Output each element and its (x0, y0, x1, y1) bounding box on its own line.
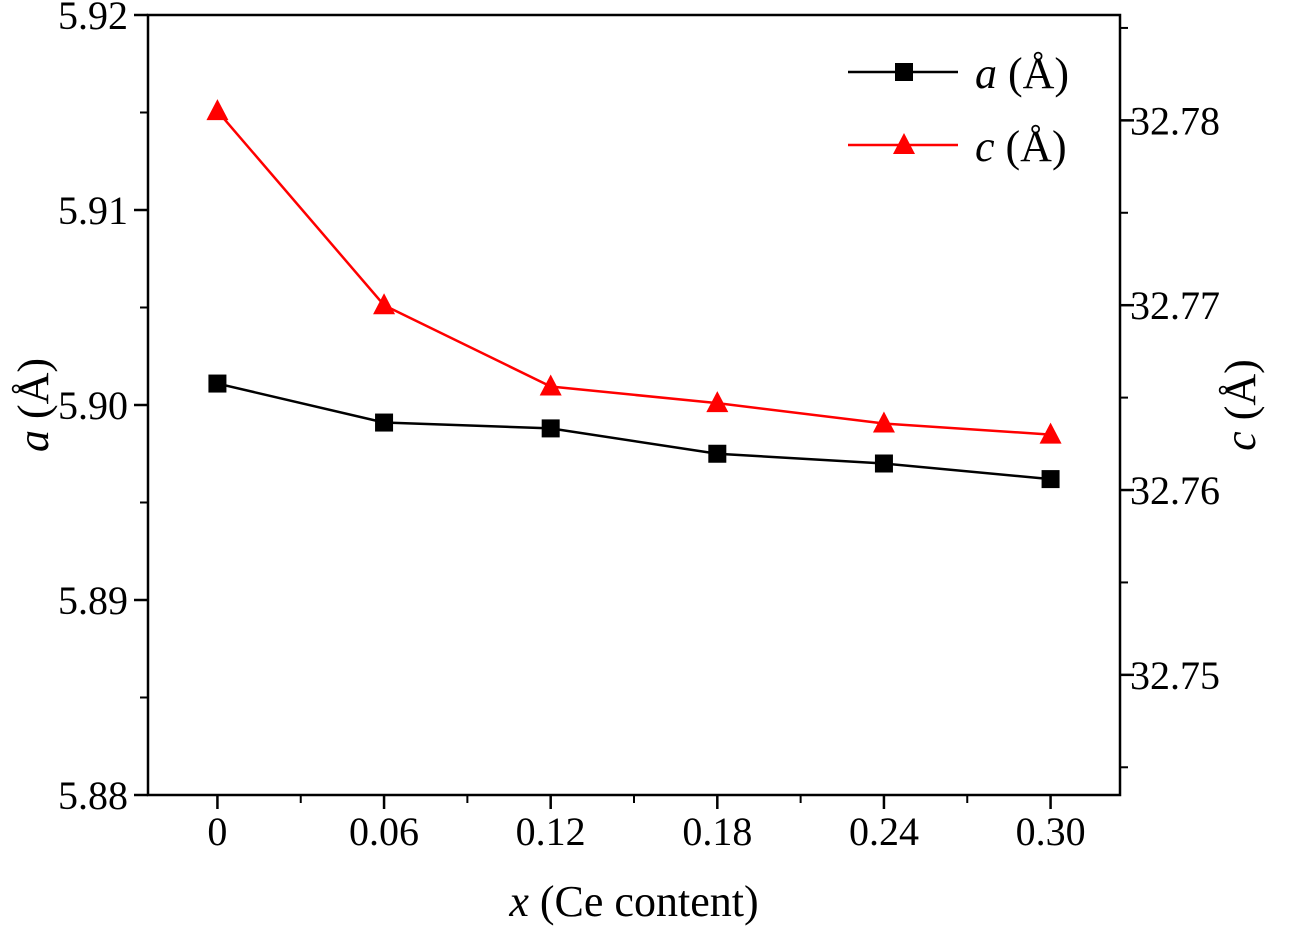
y-right-tick-label: 32.77 (1130, 283, 1220, 328)
legend-label-c: c (Å) (975, 122, 1067, 171)
data-point-c (206, 99, 229, 121)
y-right-axis-title: c (Å) (1216, 359, 1265, 451)
tick-marks: 0 0.06 0.12 0.18 0.24 0.30 5.88 5.89 5.90 5.91 5.9… (58, 0, 1220, 854)
y-left-axis-title: a (Å) (9, 358, 58, 452)
y-right-tick-label: 32.76 (1130, 468, 1220, 513)
y-left-tick-label: 5.89 (58, 578, 128, 623)
series-line-a (217, 382, 1051, 481)
x-axis-title: x (Ce content) (508, 877, 758, 926)
y-left-tick-label: 5.88 (58, 773, 128, 818)
legend-label-a: a (Å) (975, 49, 1069, 98)
legend-marker-triangle (893, 133, 915, 154)
data-point-a (708, 444, 727, 463)
data-point-c (1039, 422, 1062, 444)
legend-marker-square (895, 63, 913, 81)
data-point-a (1041, 470, 1060, 489)
x-tick-label: 0.18 (682, 809, 752, 854)
data-point-c (706, 391, 729, 413)
data-point-c (872, 411, 895, 433)
legend-item-a: a (Å) (848, 49, 1069, 98)
data-point-a (874, 454, 893, 473)
y-left-tick-label: 5.92 (58, 0, 128, 38)
data-point-c (539, 374, 562, 396)
x-tick-label: 0.06 (349, 809, 419, 854)
x-tick-label: 0.30 (1016, 809, 1086, 854)
y-left-tick-label: 5.90 (58, 383, 128, 428)
y-left-tick-label: 5.91 (58, 188, 128, 233)
series-layer (206, 99, 1062, 489)
legend-item-c: c (Å) (848, 122, 1067, 171)
y-right-tick-label: 32.78 (1130, 98, 1220, 143)
series-line-c (216, 110, 1051, 436)
x-tick-label: 0.24 (849, 809, 919, 854)
x-tick-label: 0.12 (516, 809, 586, 854)
legend: a (Å) c (Å) (848, 49, 1069, 171)
data-point-a (541, 419, 560, 438)
data-point-a (208, 374, 227, 393)
x-tick-label: 0 (207, 809, 227, 854)
data-point-c (373, 293, 396, 315)
data-point-a (375, 413, 394, 432)
y-right-tick-label: 32.75 (1130, 653, 1220, 698)
